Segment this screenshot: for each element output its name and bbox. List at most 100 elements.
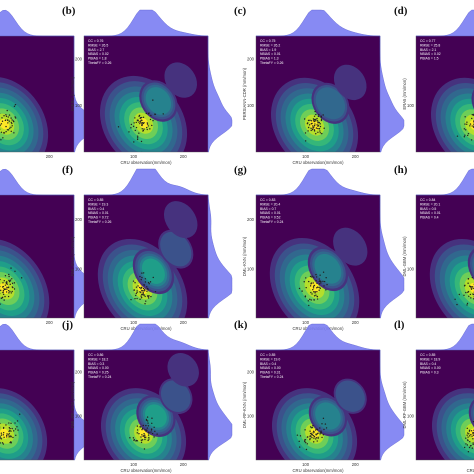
data-point (310, 435, 312, 437)
data-point (320, 119, 323, 122)
data-point (6, 129, 9, 131)
stat-line: PBIAS = 0.31 (260, 371, 281, 375)
data-point (306, 443, 309, 445)
data-point (143, 128, 145, 130)
data-point (465, 443, 467, 445)
data-point (319, 427, 321, 429)
stat-line: BIAS = 2.1 (420, 48, 436, 52)
data-point (140, 436, 142, 438)
scatter-points (303, 110, 325, 142)
data-point (471, 276, 474, 279)
data-point (140, 288, 142, 290)
y-tick-label: 200 (75, 370, 83, 375)
data-point (146, 420, 149, 422)
data-point (153, 426, 155, 429)
y-tick-label: 100 (407, 414, 415, 419)
data-point (143, 433, 145, 435)
data-point (322, 114, 324, 116)
data-point (0, 297, 3, 300)
data-point (150, 114, 152, 117)
data-point (5, 114, 7, 116)
data-point (10, 117, 12, 119)
data-point (142, 290, 144, 292)
data-point (144, 281, 147, 283)
data-point (145, 430, 147, 432)
data-point (11, 125, 13, 127)
y-tick-label: 200 (75, 57, 83, 62)
scatter-points (0, 103, 17, 141)
data-point (467, 132, 470, 135)
data-point (136, 425, 139, 427)
data-point (8, 120, 11, 122)
data-point (139, 426, 141, 428)
data-point (141, 427, 144, 430)
data-point (312, 125, 314, 127)
data-point (14, 270, 16, 272)
data-point (141, 124, 143, 127)
data-point (6, 436, 8, 438)
data-point (2, 291, 4, 293)
data-point (303, 439, 306, 441)
data-point (151, 432, 154, 435)
plot-frame (415, 35, 474, 153)
y-tick-label: 100 (247, 414, 255, 419)
data-point (313, 291, 315, 293)
data-point (2, 443, 5, 445)
data-point (135, 286, 138, 288)
panel-partial-4: 200 (0, 168, 99, 325)
data-point (316, 433, 319, 435)
data-point (4, 119, 7, 121)
stat-line: CC = 0.85 (88, 198, 103, 202)
data-point (325, 427, 328, 429)
data-point (307, 130, 309, 132)
data-point (313, 435, 316, 438)
data-point (322, 280, 324, 283)
data-point (468, 446, 471, 449)
data-point (317, 122, 319, 124)
stat-line: RMSE = 20.1 (420, 202, 440, 206)
data-point (472, 438, 474, 440)
y-tick-label: 100 (407, 103, 415, 108)
stat-line: BIAS = 0.5 (420, 207, 436, 211)
y-tick-label: 200 (247, 370, 255, 375)
data-point (301, 290, 303, 292)
data-point (2, 427, 5, 429)
data-point (7, 129, 10, 131)
data-point (316, 291, 318, 293)
data-point (298, 287, 301, 290)
stat-line: CC = 0.86 (88, 353, 103, 357)
data-point (312, 432, 314, 434)
data-point (3, 115, 5, 117)
data-point (4, 275, 7, 277)
stat-line: NBIAS = 0.00 (260, 366, 281, 370)
data-point (147, 434, 150, 436)
data-point (1, 117, 3, 119)
data-point (9, 283, 11, 286)
data-point (139, 291, 141, 293)
panel-letter: (k) (234, 319, 248, 331)
data-point (151, 124, 153, 127)
data-point (315, 434, 317, 436)
data-point (147, 295, 149, 297)
data-point (139, 298, 141, 301)
data-point (309, 275, 312, 278)
data-point (7, 295, 10, 298)
data-point (456, 303, 458, 306)
x-axis-label: CRU observation(mm/mon) (121, 160, 173, 165)
stat-line: CC = 0.85 (420, 353, 435, 357)
data-point (136, 297, 138, 300)
data-point (156, 433, 158, 435)
x-axis-label: CRU observ (467, 468, 474, 473)
contour-level (314, 253, 342, 284)
data-point (139, 275, 141, 278)
data-point (140, 441, 143, 444)
data-point (310, 299, 312, 301)
data-point (320, 431, 322, 434)
data-point (313, 437, 315, 439)
stat-line: BIAS = 0.4 (260, 362, 276, 366)
data-point (318, 128, 321, 130)
data-point (141, 428, 143, 431)
data-point (317, 131, 319, 133)
